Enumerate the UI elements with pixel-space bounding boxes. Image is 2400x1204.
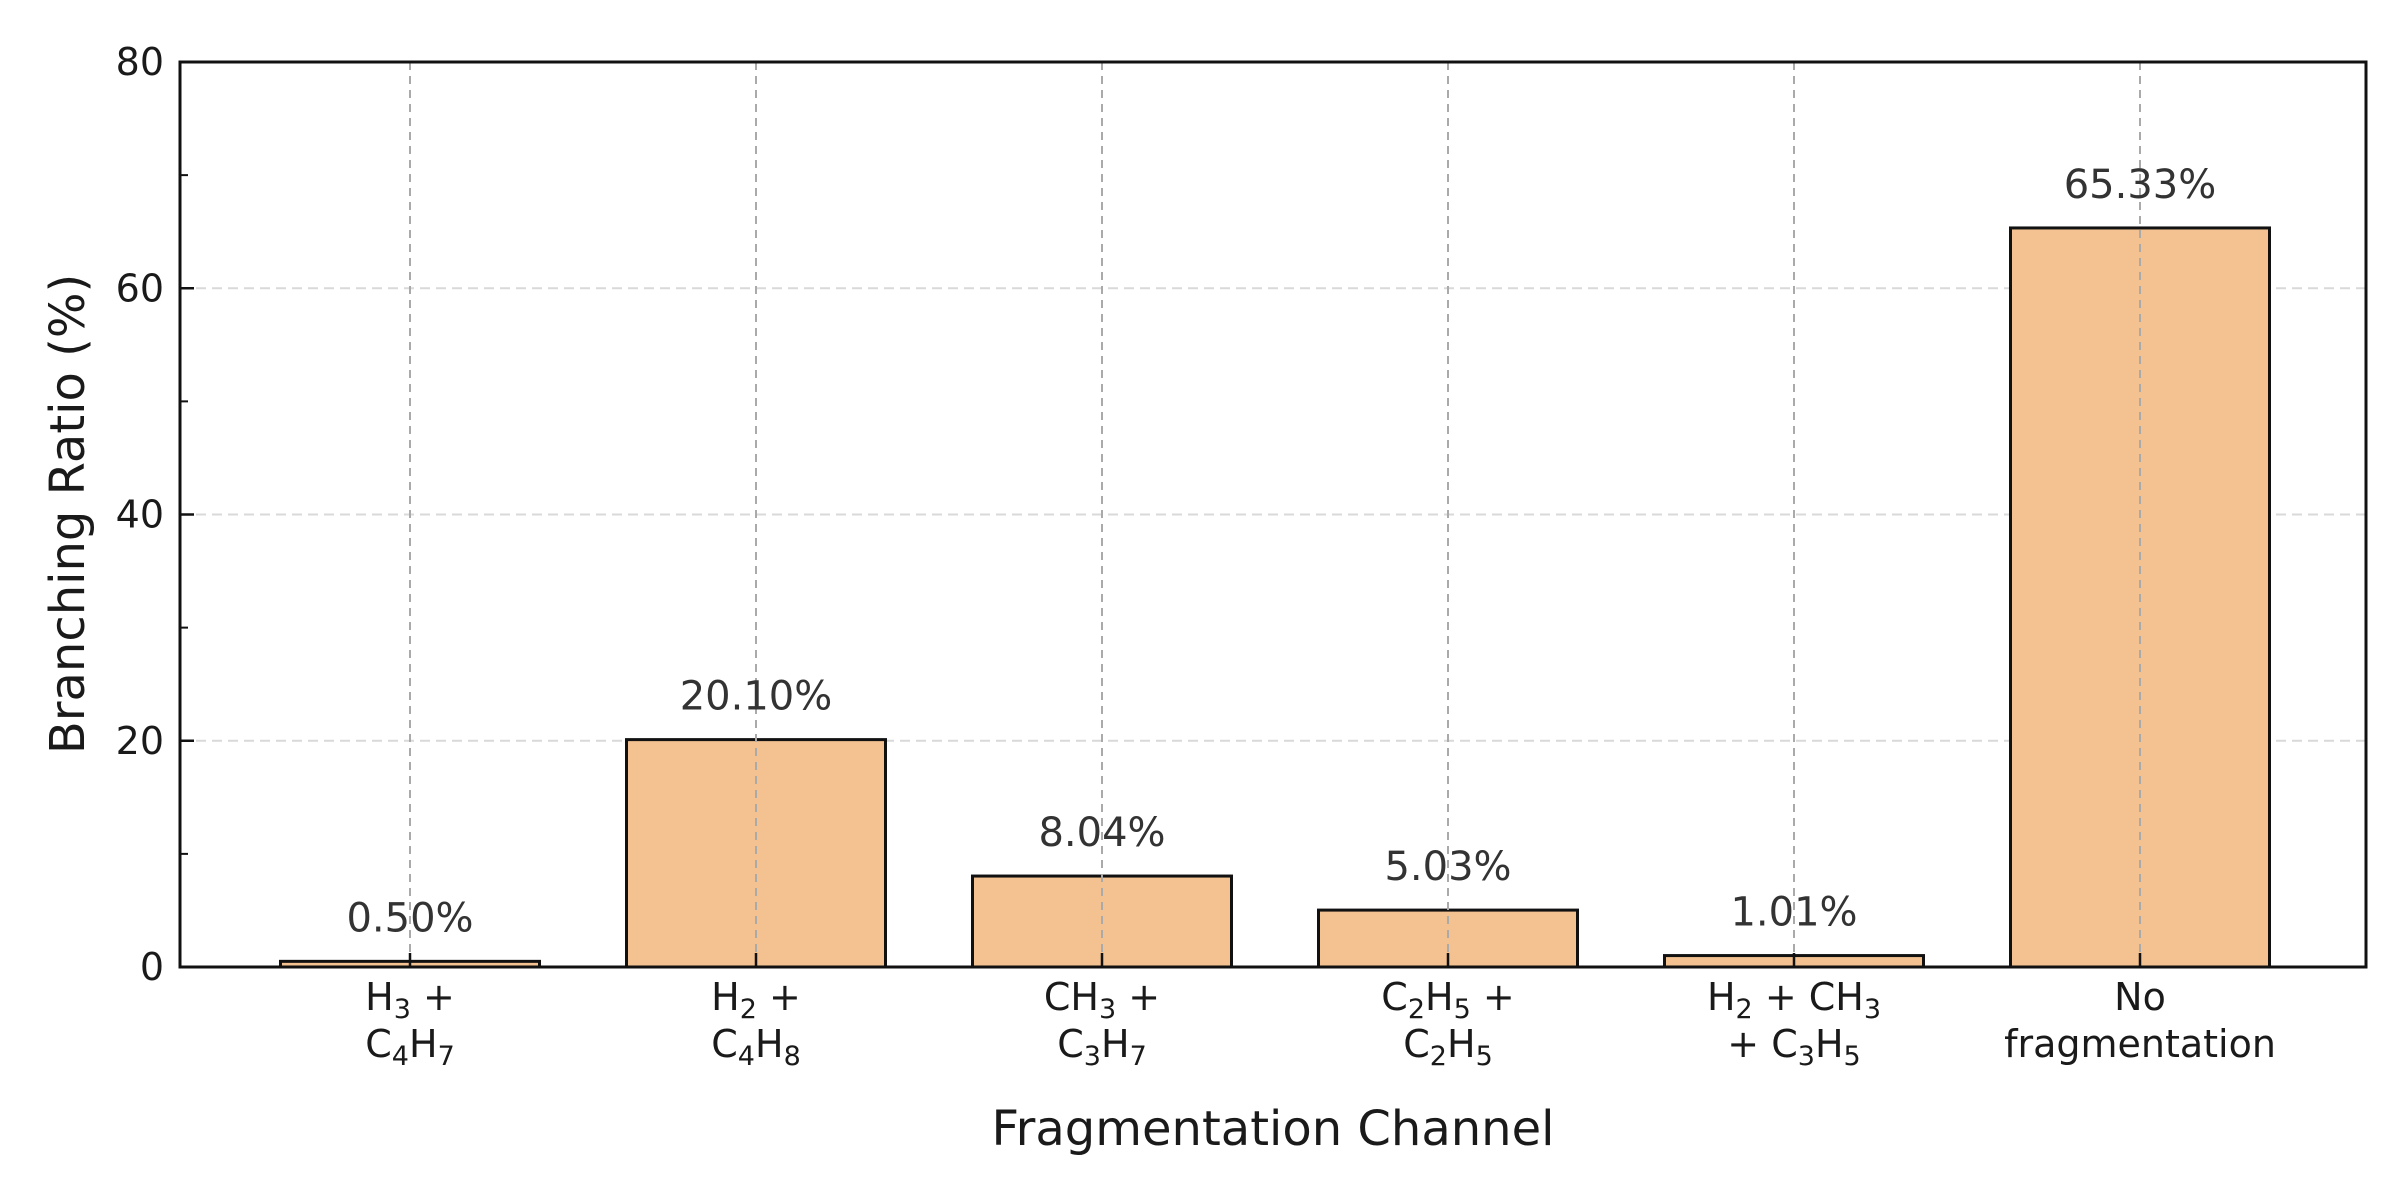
grid-layer xyxy=(180,287,2366,742)
y-tick-label: 20 xyxy=(116,719,164,763)
x-tick-label: C4H7 xyxy=(365,1022,455,1072)
y-tick-label: 80 xyxy=(116,40,164,84)
label-layer: 0.50% 20.10% 8.04% 5.03% 1.01% 65.33% H3 +C4H7… xyxy=(346,162,2275,1072)
x-tick-label: C2H5 xyxy=(1403,1022,1493,1072)
value-label: 0.50% xyxy=(346,895,473,941)
tick-layer: 0 20 40 60 80 xyxy=(116,40,2142,989)
x-tick-label: No xyxy=(2114,975,2166,1019)
bar-layer xyxy=(279,226,2271,969)
x-tick-label: fragmentation xyxy=(2004,1022,2276,1066)
x-tick-label: C4H8 xyxy=(711,1022,801,1072)
y-axis-title: Branching Ratio (%) xyxy=(40,274,96,754)
x-tick-label: H2 + xyxy=(711,975,801,1025)
value-label: 65.33% xyxy=(2064,162,2217,208)
y-tick-label: 60 xyxy=(116,266,164,310)
value-label: 20.10% xyxy=(680,674,833,720)
value-label: 5.03% xyxy=(1384,844,1511,890)
value-label: 1.01% xyxy=(1730,890,1857,936)
y-tick-label: 40 xyxy=(116,493,164,537)
value-label: 8.04% xyxy=(1038,810,1165,856)
x-tick-label: H2 + CH3 xyxy=(1707,975,1881,1025)
x-tick-label: C3H7 xyxy=(1057,1022,1147,1072)
y-tick-label: 0 xyxy=(140,945,164,989)
x-tick-label: CH3 + xyxy=(1044,975,1160,1025)
x-axis-title: Fragmentation Channel xyxy=(992,1101,1555,1157)
x-tick-label: H3 + xyxy=(365,975,455,1025)
x-tick-label: C2H5 + xyxy=(1381,975,1514,1025)
vertical-grid-layer xyxy=(409,62,2141,967)
x-tick-label: + C3H5 xyxy=(1727,1022,1860,1072)
